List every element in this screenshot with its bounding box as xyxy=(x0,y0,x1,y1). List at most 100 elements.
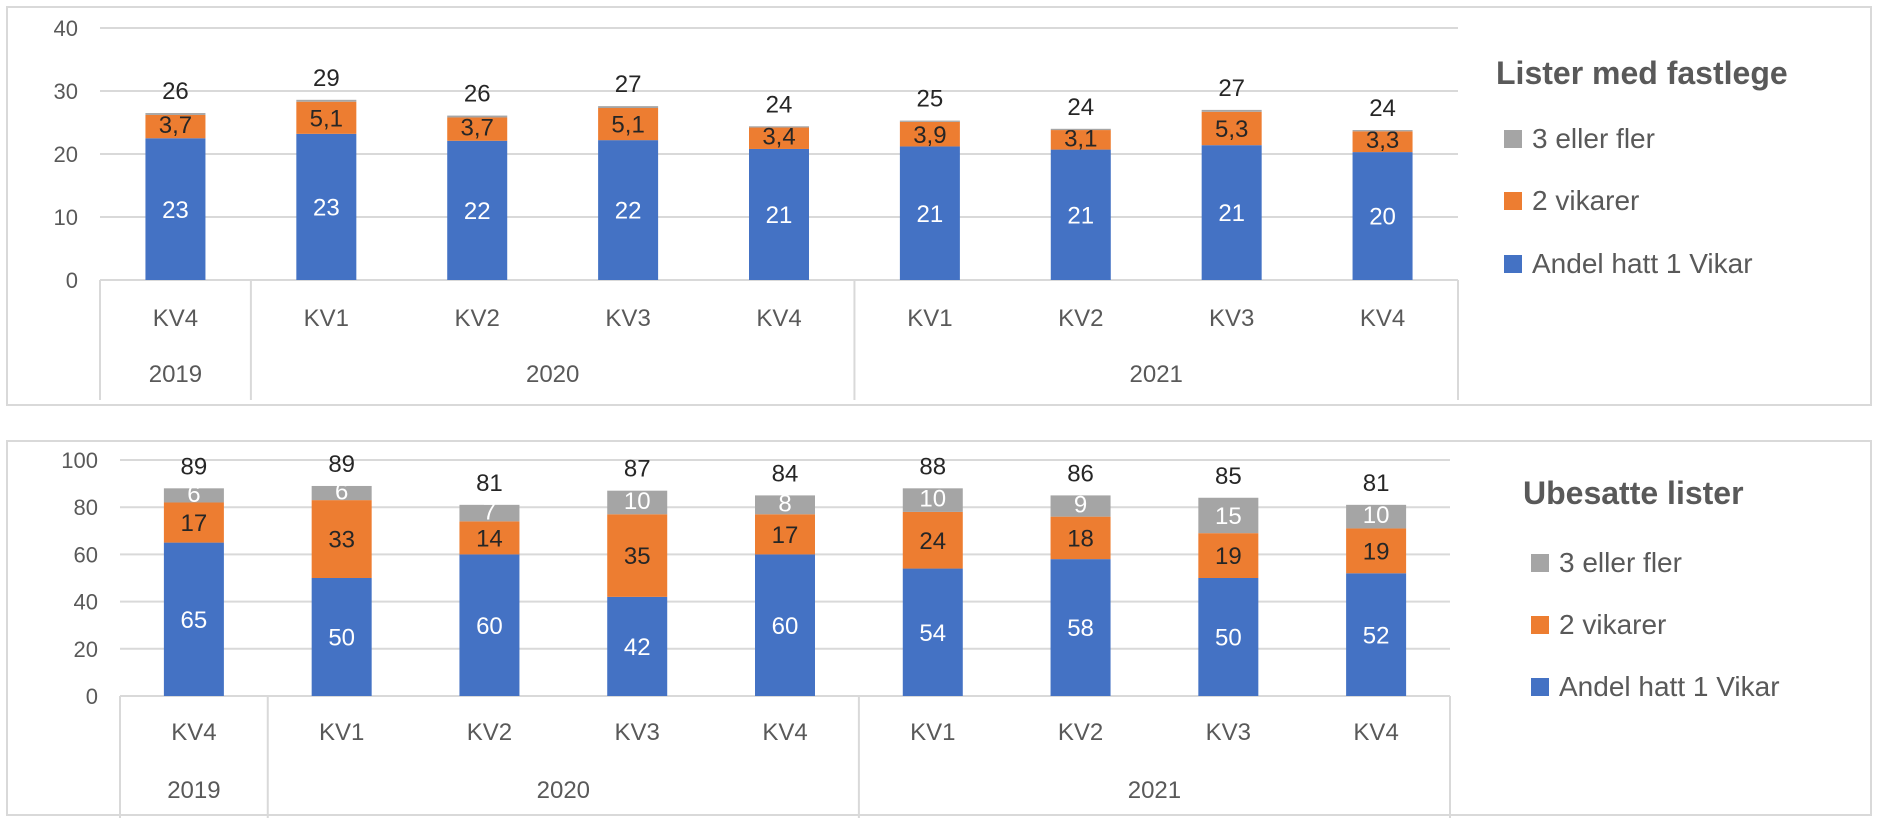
data-label: 19 xyxy=(1215,543,1242,570)
data-label: 17 xyxy=(772,522,799,549)
x-tick-label: KV1 xyxy=(304,305,349,332)
total-label: 29 xyxy=(313,65,340,92)
legend-label: Andel hatt 1 Vikar xyxy=(1532,248,1753,279)
y-tick-label: 40 xyxy=(74,590,98,615)
y-tick-label: 80 xyxy=(74,495,98,520)
bar-segment xyxy=(1352,130,1413,132)
legend-swatch xyxy=(1531,616,1549,634)
bar-segment xyxy=(459,504,520,522)
bar-segment xyxy=(163,542,224,696)
x-tick-label: KV1 xyxy=(907,305,952,332)
year-label: 2019 xyxy=(149,361,202,388)
chart-title: Lister med fastlege xyxy=(1496,55,1788,91)
bar-segment xyxy=(749,126,809,128)
y-tick-label: 10 xyxy=(54,205,78,230)
bar-segment xyxy=(899,146,960,280)
legend-swatch xyxy=(1531,554,1549,572)
bar-segment xyxy=(598,108,659,141)
x-tick-label: KV3 xyxy=(615,719,660,746)
year-label: 2021 xyxy=(1130,361,1183,388)
x-tick-label: KV2 xyxy=(455,305,500,332)
total-label: 25 xyxy=(917,86,944,113)
data-label: 6 xyxy=(335,479,348,506)
x-tick-label: KV4 xyxy=(1353,719,1398,746)
total-label: 24 xyxy=(766,91,793,118)
bar-segment xyxy=(749,148,809,280)
data-label: 22 xyxy=(464,198,491,225)
bar-segment xyxy=(163,488,224,503)
data-label: 21 xyxy=(1067,202,1094,229)
bar-segment xyxy=(1050,128,1111,131)
bar-segment xyxy=(447,140,508,280)
chart-panel-lister-med-fastlege: 0 10 20 30 40 2019 2020 2021 KV4 23 3,7 26 KV1 23 5,1 2… xyxy=(6,6,1872,406)
data-label: 42 xyxy=(624,634,651,661)
total-label: 26 xyxy=(464,81,491,108)
bar-segment xyxy=(163,502,224,543)
bar-segment xyxy=(1346,504,1407,529)
x-tick-label: KV1 xyxy=(319,719,364,746)
x-tick-label: KV4 xyxy=(756,305,801,332)
bar-segment xyxy=(755,495,815,515)
total-label: 85 xyxy=(1215,463,1242,490)
data-label: 18 xyxy=(1067,526,1094,553)
x-tick-label: KV4 xyxy=(1360,305,1405,332)
legend-label: Andel hatt 1 Vikar xyxy=(1559,671,1780,702)
year-label: 2019 xyxy=(167,777,220,804)
bar-segment xyxy=(607,514,668,597)
total-label: 81 xyxy=(1363,470,1390,497)
bar-segment xyxy=(1198,533,1259,578)
bar-segment xyxy=(1050,130,1111,150)
bar-segment xyxy=(1198,578,1259,696)
legend-label: 3 eller fler xyxy=(1532,123,1655,154)
data-label: 5,1 xyxy=(310,105,343,132)
bar-segment xyxy=(296,99,357,102)
bar-segment xyxy=(1352,131,1413,153)
x-tick-label: KV3 xyxy=(1206,719,1251,746)
data-label: 21 xyxy=(1218,200,1245,227)
data-label: 50 xyxy=(328,625,355,652)
bar-segment xyxy=(607,596,668,696)
bar-segment xyxy=(1352,152,1413,280)
bar-segment xyxy=(145,113,206,115)
y-tick-label: 60 xyxy=(74,542,98,567)
bar-segment xyxy=(145,138,206,280)
bar-segment xyxy=(1050,559,1111,696)
total-label: 89 xyxy=(181,453,208,480)
y-tick-label: 20 xyxy=(54,142,78,167)
legend-swatch xyxy=(1504,192,1522,210)
legend-swatch xyxy=(1531,678,1549,696)
x-tick-label: KV4 xyxy=(153,305,198,332)
data-label: 19 xyxy=(1363,539,1390,566)
bar-segment xyxy=(1050,516,1111,560)
bar-segment xyxy=(1050,149,1111,280)
data-label: 6 xyxy=(187,481,200,508)
data-label: 3,9 xyxy=(913,122,946,149)
data-label: 10 xyxy=(624,488,651,515)
data-label: 17 xyxy=(181,510,208,537)
legend-label: 2 vikarer xyxy=(1532,185,1639,216)
x-tick-label: KV2 xyxy=(1058,719,1103,746)
y-tick-label: 100 xyxy=(61,448,98,473)
x-tick-label: KV1 xyxy=(910,719,955,746)
data-label: 23 xyxy=(313,195,340,222)
year-label: 2021 xyxy=(1128,777,1181,804)
total-label: 27 xyxy=(1218,75,1245,102)
legend-swatch xyxy=(1504,130,1522,148)
total-label: 24 xyxy=(1067,94,1094,121)
bar-segment xyxy=(459,554,520,696)
y-tick-label: 40 xyxy=(54,16,78,41)
legend-label: 2 vikarer xyxy=(1559,609,1666,640)
data-label: 5,3 xyxy=(1215,116,1248,143)
x-tick-label: KV3 xyxy=(1209,305,1254,332)
y-tick-label: 30 xyxy=(54,79,78,104)
bar-segment xyxy=(1198,497,1259,534)
legend-swatch xyxy=(1504,255,1522,273)
total-label: 88 xyxy=(919,453,946,480)
data-label: 21 xyxy=(766,202,793,229)
data-label: 58 xyxy=(1067,615,1094,642)
data-label: 33 xyxy=(328,527,355,554)
data-label: 60 xyxy=(772,613,799,640)
data-label: 15 xyxy=(1215,503,1242,530)
total-label: 89 xyxy=(328,451,355,478)
